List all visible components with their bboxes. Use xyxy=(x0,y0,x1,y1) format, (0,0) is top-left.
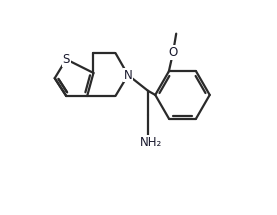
Text: N: N xyxy=(124,69,132,81)
Text: NH₂: NH₂ xyxy=(140,136,162,149)
Text: O: O xyxy=(168,46,178,59)
Text: S: S xyxy=(63,53,70,66)
